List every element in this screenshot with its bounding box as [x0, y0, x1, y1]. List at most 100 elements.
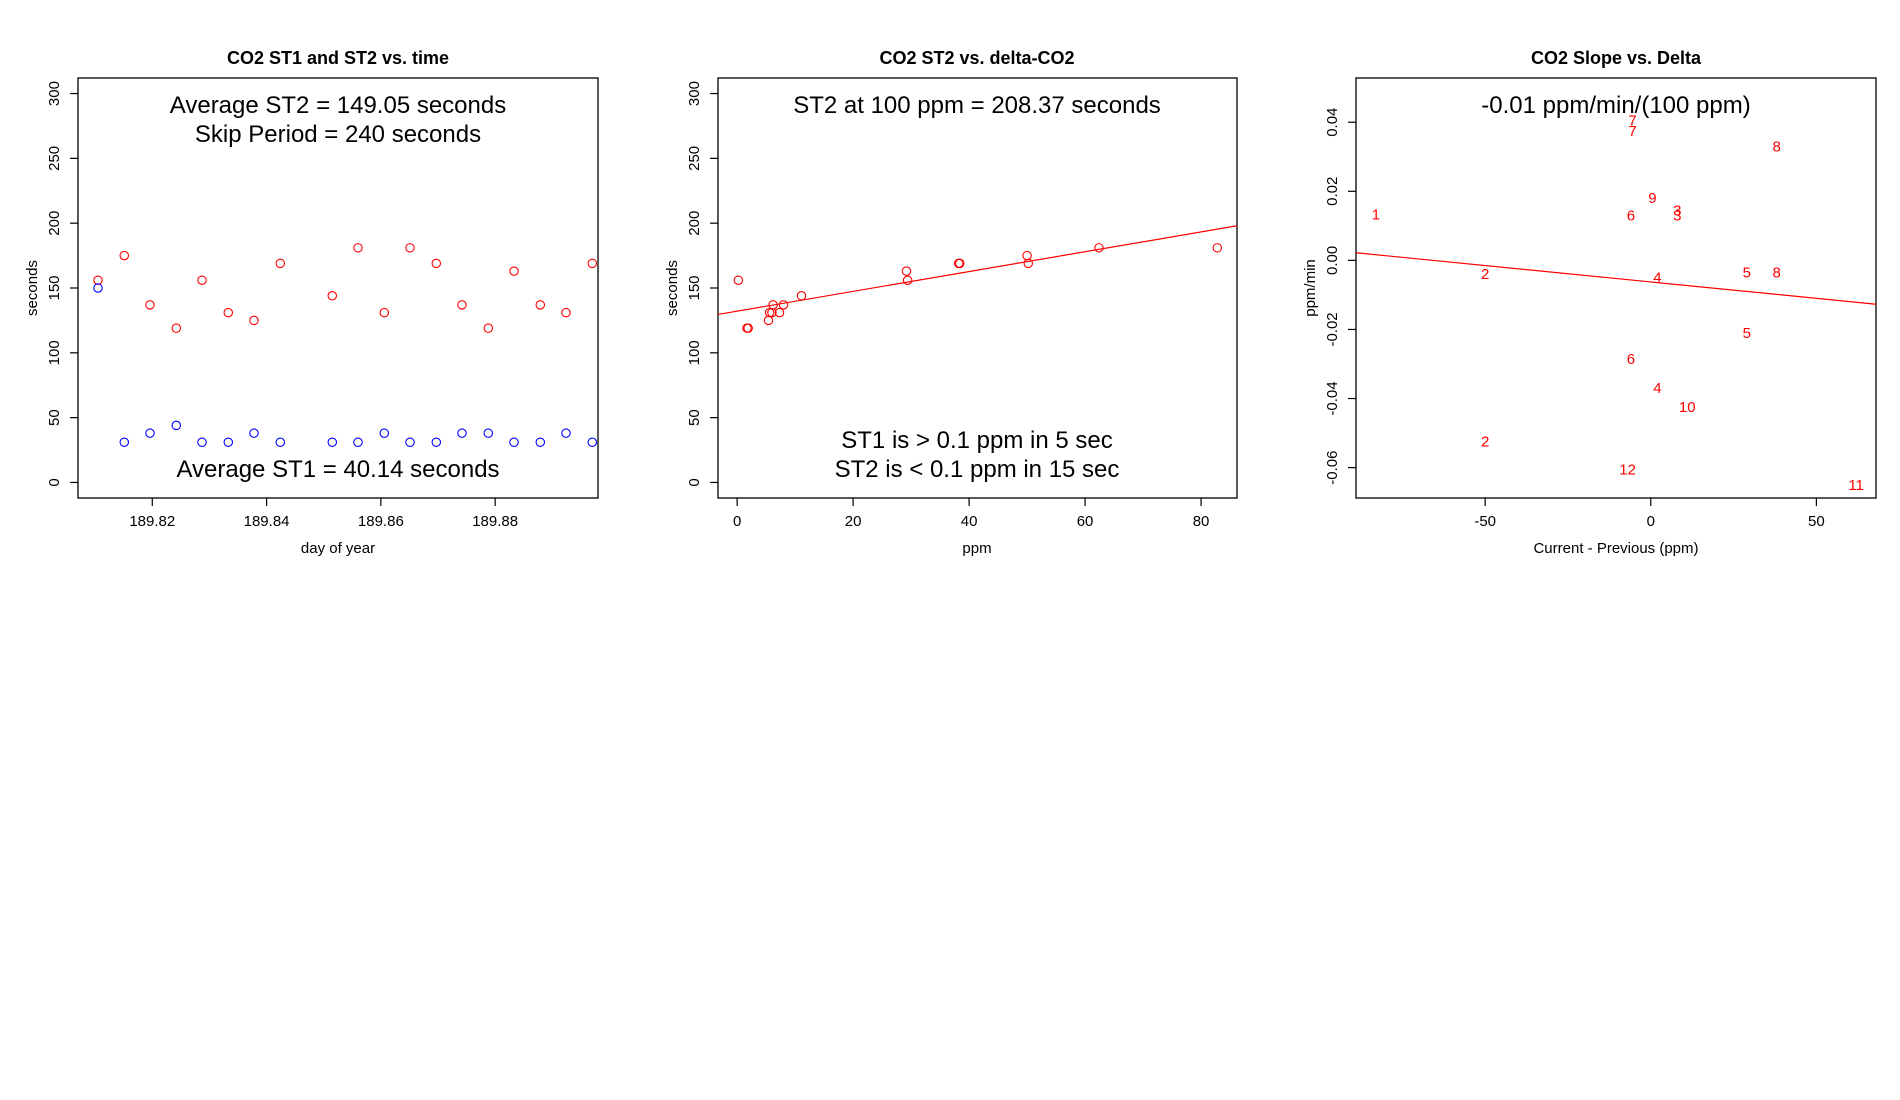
point-label: 3: [1673, 202, 1681, 219]
annotation-average-st2: Average ST2 = 149.05 seconds: [170, 92, 506, 119]
point-label: 7: [1628, 112, 1636, 129]
data-point-st2: [145, 300, 155, 310]
y-tick-label: 250: [46, 146, 63, 171]
data-point-st2: [457, 300, 467, 310]
panel-slope: CO2 Slope vs. Delta -50 0 50 -0.06-0.04-0.…: [1302, 48, 1877, 557]
fit-line: [1355, 252, 1877, 305]
y-axis-label: seconds: [24, 260, 41, 316]
point-label: 7: [1628, 123, 1636, 140]
x-tick-label: 189.88: [472, 513, 518, 530]
x-tick-label: 189.86: [358, 513, 404, 530]
data-point-st1: [93, 283, 103, 293]
data-point-st1: [379, 428, 390, 438]
x-axis: 0 20 40 60 80: [733, 498, 1209, 530]
y-tick-label: -0.06: [1324, 451, 1341, 485]
data-point-st2: [561, 307, 571, 318]
point-label: 8: [1772, 138, 1780, 155]
data-point-st1: [405, 437, 415, 448]
y-tick-label: 50: [686, 409, 703, 426]
point-label: 6: [1627, 207, 1635, 224]
chart-title: CO2 ST2 vs. delta-CO2: [879, 48, 1074, 68]
data-point-st2: [431, 258, 442, 269]
annotation-skip-period: Skip Period = 240 seconds: [195, 121, 481, 148]
data-point-st1: [275, 437, 286, 448]
data-points: [733, 243, 1223, 333]
annotation-average-st1: Average ST1 = 40.14 seconds: [176, 456, 499, 483]
data-point-st2: [327, 291, 338, 301]
y-tick-label: 150: [686, 275, 703, 300]
data-point-st1: [223, 437, 234, 448]
data-point-st2: [93, 275, 103, 285]
x-tick-label: 0: [733, 513, 741, 530]
point-label: 3: [1673, 207, 1681, 224]
chart-title: CO2 ST1 and ST2 vs. time: [227, 48, 449, 68]
data-point-st2: [171, 323, 182, 333]
point-label: 1: [1372, 206, 1380, 223]
y-tick-label: 0.00: [1324, 246, 1341, 275]
x-axis: -50 0 50: [1474, 498, 1825, 530]
x-tick-label: 50: [1808, 513, 1825, 530]
data-point-st2: [768, 300, 778, 310]
point-label: 6: [1627, 351, 1635, 368]
regression-line: [717, 225, 1238, 316]
data-point-st2: [483, 323, 494, 333]
annotation-st1-threshold: ST1 is > 0.1 ppm in 5 sec: [841, 427, 1112, 454]
data-point-st2: [379, 307, 390, 318]
data-point-st2: [509, 266, 519, 276]
data-point-st2: [743, 323, 753, 333]
data-point-st1: [457, 428, 467, 438]
x-axis-label: day of year: [301, 540, 375, 557]
x-axis-label: Current - Previous (ppm): [1533, 540, 1698, 557]
panel-delta: CO2 ST2 vs. delta-CO2 0 20 40 60 80 0 50 100 15…: [664, 48, 1238, 557]
annotation-st2-threshold: ST2 is < 0.1 ppm in 15 sec: [835, 456, 1120, 483]
point-label: 2: [1481, 266, 1489, 283]
x-axis-label: ppm: [962, 540, 991, 557]
x-tick-label: 20: [845, 513, 862, 530]
plot-frame: [1355, 77, 1877, 499]
data-point-st2: [1212, 243, 1223, 253]
y-tick-label: 50: [46, 409, 63, 426]
y-tick-label: 100: [46, 340, 63, 365]
data-point-st1: [431, 437, 442, 448]
data-point-st2: [223, 307, 234, 318]
point-label: 5: [1743, 264, 1751, 281]
data-point-st2: [796, 291, 807, 301]
data-point-st2: [275, 258, 286, 269]
data-point-st2: [1022, 250, 1032, 261]
point-label: 2: [1481, 434, 1489, 451]
annotation-slope: -0.01 ppm/min/(100 ppm): [1481, 92, 1750, 119]
point-label: 12: [1619, 461, 1636, 478]
data-point-st1: [145, 428, 155, 438]
point-label: 9: [1648, 190, 1656, 207]
x-tick-label: 60: [1077, 513, 1094, 530]
data-point-st2: [778, 300, 789, 310]
point-label: 8: [1772, 264, 1780, 281]
data-points: [93, 243, 598, 448]
y-tick-label: 300: [686, 81, 703, 106]
point-label: 4: [1653, 380, 1661, 397]
data-point-st1: [353, 437, 363, 448]
y-tick-label: 200: [46, 211, 63, 236]
data-point-st1: [327, 437, 338, 448]
data-point-st2: [353, 243, 363, 253]
data-point-st2: [1023, 258, 1033, 269]
data-point-st2: [902, 275, 913, 285]
y-axis-label: ppm/min: [1302, 259, 1319, 317]
x-tick-label: 40: [961, 513, 978, 530]
data-point-st2: [901, 266, 912, 276]
annotation-st2-at-100: ST2 at 100 ppm = 208.37 seconds: [793, 92, 1161, 119]
y-tick-label: 150: [46, 275, 63, 300]
fit-line: [717, 225, 1238, 316]
data-point-st2: [774, 307, 785, 318]
data-point-st2: [955, 258, 965, 269]
y-tick-label: 100: [686, 340, 703, 365]
data-point-st1: [587, 437, 598, 448]
y-tick-label: -0.02: [1324, 312, 1341, 346]
data-point-st1: [535, 437, 546, 448]
data-point-st2: [733, 275, 744, 285]
data-point-st1: [119, 437, 130, 448]
y-axis-label: seconds: [664, 260, 681, 316]
x-tick-label: 189.84: [244, 513, 290, 530]
